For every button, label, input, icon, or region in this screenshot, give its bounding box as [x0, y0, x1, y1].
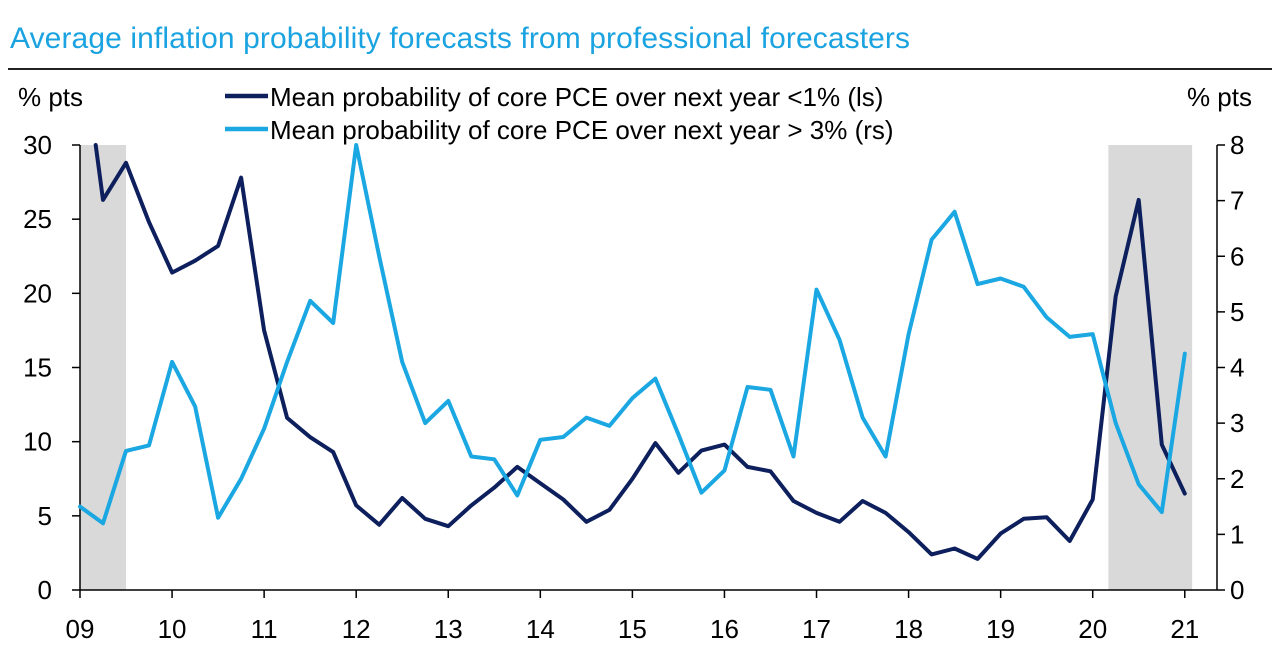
left-axis-unit: % pts	[18, 82, 83, 112]
left-tick-label: 30	[23, 130, 52, 160]
right-axis-unit: % pts	[1187, 82, 1252, 112]
x-tick-label: 21	[1170, 614, 1199, 644]
right-tick-label: 3	[1230, 408, 1244, 438]
x-tick-label: 16	[710, 614, 739, 644]
x-tick-label: 11	[251, 614, 278, 644]
x-tick-label: 20	[1078, 614, 1107, 644]
right-tick-label: 6	[1230, 241, 1244, 271]
x-tick-label: 14	[526, 614, 555, 644]
left-tick-label: 15	[23, 353, 52, 383]
shaded-period-0	[80, 145, 127, 590]
left-axis-ticks: 0 5 10 15 20 25 30	[23, 130, 80, 605]
chart-title: Average inflation probability forecasts …	[10, 22, 911, 55]
x-tick-label: 17	[802, 614, 831, 644]
series-lines	[78, 143, 1187, 561]
right-tick-label: 0	[1230, 575, 1244, 605]
left-tick-label: 25	[23, 204, 52, 234]
recession-shading	[80, 145, 1193, 590]
x-axis-ticks: 09 10 11 12 13 14 15 16 17 18 19 20 21	[66, 590, 1199, 644]
x-tick-label: 10	[158, 614, 187, 644]
right-tick-label: 1	[1230, 519, 1244, 549]
right-tick-label: 4	[1230, 353, 1244, 383]
right-tick-label: 8	[1230, 130, 1244, 160]
right-axis-ticks: 0 1 2 3 4 5 6 7 8	[1217, 130, 1244, 605]
x-tick-label: 13	[434, 614, 463, 644]
legend-label-low: Mean probability of core PCE over next y…	[270, 82, 883, 112]
right-tick-label: 7	[1230, 186, 1244, 216]
title-rule	[8, 68, 1272, 70]
legend-label-high: Mean probability of core PCE over next y…	[270, 115, 894, 145]
x-tick-label: 18	[894, 614, 923, 644]
left-tick-label: 10	[23, 427, 52, 457]
left-tick-label: 20	[23, 278, 52, 308]
series-line-below-1pct	[93, 143, 1187, 561]
x-tick-label: 09	[66, 614, 95, 644]
left-tick-label: 0	[38, 575, 52, 605]
right-tick-label: 2	[1230, 464, 1244, 494]
x-tick-label: 19	[986, 614, 1015, 644]
x-tick-label: 12	[342, 614, 371, 644]
series-line-above-3pct	[78, 143, 1187, 526]
x-tick-label: 15	[618, 614, 647, 644]
left-tick-label: 5	[38, 501, 52, 531]
shaded-period-1	[1108, 145, 1193, 590]
right-tick-label: 5	[1230, 297, 1244, 327]
